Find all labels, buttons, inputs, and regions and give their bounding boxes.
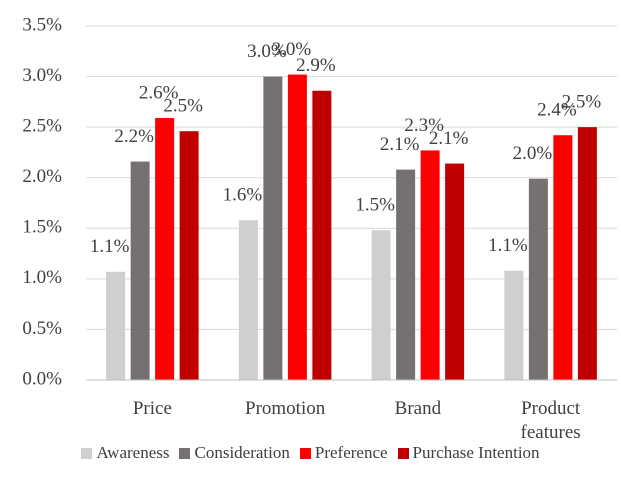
y-tick-label: 1.5% xyxy=(22,217,62,238)
legend-swatch xyxy=(81,447,93,459)
bar xyxy=(396,169,416,380)
bar xyxy=(179,131,199,380)
data-label: 2.1% xyxy=(380,134,420,155)
chart: 0.0% 0.5% 1.0% 1.5% 2.0% 2.5% 3.0% 3.5% 1.1% 2.2%… xyxy=(22,14,617,389)
data-label: 2.5% xyxy=(163,96,203,117)
bar xyxy=(420,150,440,380)
x-tick-label: Promotion xyxy=(245,398,326,419)
data-label: 2.1% xyxy=(429,128,469,149)
bar xyxy=(504,270,524,380)
legend-swatch xyxy=(179,447,191,459)
legend-label: Awareness xyxy=(96,443,170,462)
data-label: 1.1% xyxy=(90,236,130,257)
data-label: 3.0% xyxy=(272,39,312,60)
y-tick-label: 2.5% xyxy=(22,116,62,137)
bar xyxy=(445,163,465,380)
legend-item: Consideration xyxy=(179,443,290,463)
data-label: 3.0% xyxy=(247,41,287,62)
x-tick-label: Brand xyxy=(394,398,442,419)
bar xyxy=(371,230,391,380)
data-label: 2.6% xyxy=(139,82,179,103)
legend-swatch xyxy=(397,447,409,459)
legend-item: Preference xyxy=(299,443,388,463)
data-label: 2.3% xyxy=(404,115,444,136)
legend-label: Consideration xyxy=(194,443,290,462)
legend-item: Purchase Intention xyxy=(397,443,540,463)
legend-label: Purchase Intention xyxy=(412,443,540,462)
bar xyxy=(263,76,283,381)
bar xyxy=(106,271,126,380)
data-label: 2.2% xyxy=(114,126,154,147)
y-tick-label: 0.5% xyxy=(22,318,62,339)
bar xyxy=(553,135,573,380)
bar xyxy=(238,220,258,380)
legend-swatch xyxy=(299,447,311,459)
legend-label: Preference xyxy=(314,443,388,462)
data-label: 2.4% xyxy=(537,100,577,121)
data-label: 1.5% xyxy=(355,195,395,216)
data-label: 2.5% xyxy=(562,92,602,113)
legend: Awareness Consideration Preference Purchase… xyxy=(0,443,621,463)
y-tick-label: 1.0% xyxy=(22,267,62,288)
y-tick-label: 3.0% xyxy=(22,65,62,86)
y-tick-label: 2.0% xyxy=(22,166,62,187)
bar xyxy=(312,90,332,380)
y-tick-label: 3.5% xyxy=(22,14,62,35)
x-tick-label: Price xyxy=(132,398,172,419)
data-label: 2.9% xyxy=(296,55,336,76)
data-label: 1.1% xyxy=(488,235,528,256)
bar xyxy=(287,74,307,380)
data-label: 2.0% xyxy=(513,143,553,164)
bar xyxy=(577,127,597,381)
bar xyxy=(130,161,150,380)
x-tick-label: Product features xyxy=(520,398,581,443)
bar xyxy=(155,118,175,380)
data-label: 1.6% xyxy=(223,185,263,206)
y-tick-label: 0.0% xyxy=(22,368,62,389)
legend-item: Awareness xyxy=(81,443,169,463)
bar xyxy=(528,178,548,380)
